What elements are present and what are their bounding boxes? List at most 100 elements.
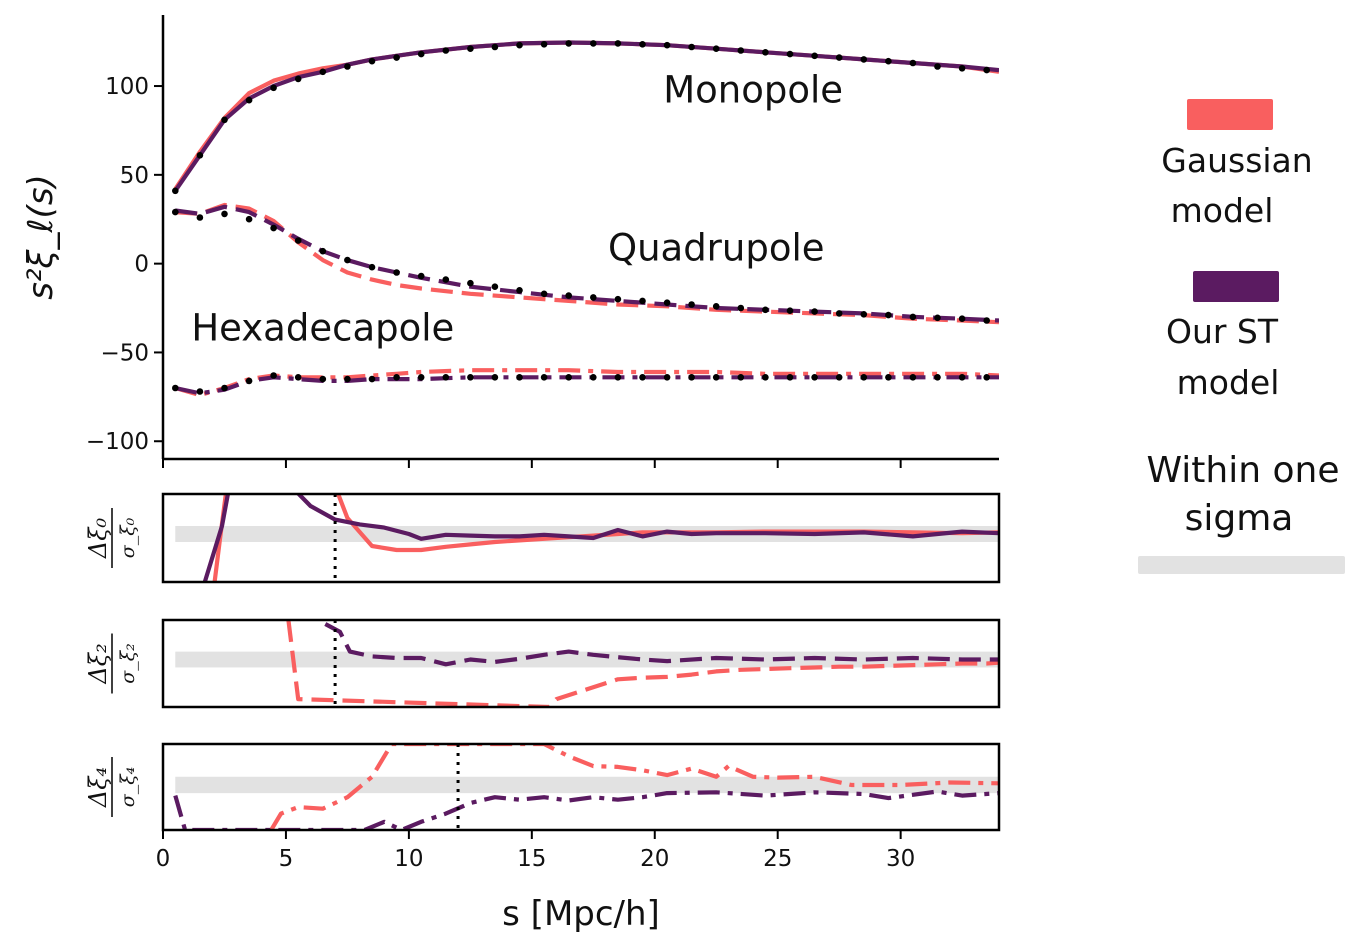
residual-2-sigma-band — [175, 776, 999, 794]
quadrupole-data-point — [540, 290, 548, 298]
hexadecapole-data-point — [885, 374, 892, 381]
monopole-data-point — [565, 40, 572, 47]
monopole-data-point — [958, 65, 966, 72]
monopole-data-point — [540, 41, 548, 48]
hexadecapole-data-point — [614, 374, 622, 381]
monopole-data-point — [270, 84, 277, 92]
hexadecapole-data-point — [590, 374, 597, 381]
legend-label-st: Our ST — [1166, 312, 1279, 351]
monopole-data-point — [885, 57, 892, 65]
quadrupole-data-point — [860, 311, 868, 318]
hexadecapole-data-point — [417, 374, 425, 381]
data-points — [172, 40, 990, 395]
legend-label-st: model — [1177, 363, 1280, 402]
legend-label-band: Within one — [1147, 450, 1340, 491]
hexadecapole-data-point — [344, 375, 351, 383]
residual-2-ylabel-numerator: Δξ₄ — [84, 767, 112, 808]
quadrupole-data-point — [344, 256, 351, 264]
xtick-label: 5 — [279, 846, 294, 872]
monopole-data-point — [934, 63, 941, 70]
quadrupole-data-point — [737, 304, 745, 312]
residual-2-ylabel-denominator: σ_ξ₄ — [117, 767, 139, 808]
quadrupole-data-point — [762, 306, 769, 314]
xlabel: s [Mpc/h] — [502, 894, 660, 934]
quadrupole-data-point — [442, 276, 450, 283]
quadrupole-data-point — [885, 311, 892, 319]
main-ytick-label: 50 — [120, 163, 149, 189]
monopole-annotation: Monopole — [663, 69, 843, 112]
main-ytick-label: −50 — [100, 340, 149, 366]
quadrupole-data-point — [909, 313, 917, 321]
hexadecapole-data-point — [909, 374, 917, 381]
st-dashdot-line — [173, 789, 999, 830]
quadrupole-data-point — [688, 301, 695, 308]
hexadecapole-gaussian-line — [174, 368, 999, 398]
quadrupole-data-point — [172, 208, 179, 216]
hexadecapole-st-line — [174, 375, 999, 396]
hexadecapole-data-point — [811, 374, 818, 381]
xtick-label: 10 — [394, 846, 423, 872]
monopole-data-point — [663, 41, 671, 49]
monopole-data-point — [737, 47, 745, 54]
legend-label-gaussian: model — [1171, 191, 1274, 230]
legend-swatch-st — [1193, 271, 1279, 302]
xtick-label: 20 — [640, 846, 669, 872]
quadrupole-data-point — [393, 269, 400, 276]
monopole-data-point — [344, 63, 351, 70]
hexadecapole-data-point — [294, 374, 302, 381]
monopole-data-point — [614, 40, 622, 47]
hexadecapole-data-point — [319, 375, 327, 383]
quadrupole-gaussian-line — [175, 202, 999, 325]
hexadecapole-data-point — [688, 374, 695, 381]
monopole-data-point — [393, 54, 400, 61]
monopole-st-line — [173, 40, 999, 192]
hexadecapole-data-point — [737, 374, 745, 381]
quadrupole-data-point — [958, 315, 966, 323]
quadrupole-st-line — [175, 204, 999, 323]
monopole-data-point — [294, 75, 302, 83]
quadrupole-annotation: Quadrupole — [608, 227, 825, 270]
monopole-data-point — [712, 45, 720, 52]
residual-0-ylabel-denominator: σ_ξ₀ — [117, 517, 139, 558]
monopole-data-point — [786, 50, 794, 58]
hexadecapole-data-point — [786, 374, 794, 381]
residual-0-ylabel: Δξ₀ σ_ξ₀ — [84, 508, 139, 568]
main-ytick-label: −100 — [86, 429, 149, 455]
residual-0-frame — [161, 492, 1001, 584]
quadrupole-data-point — [417, 272, 425, 280]
quadrupole-data-point — [614, 295, 622, 303]
hexadecapole-annotation: Hexadecapole — [191, 307, 454, 350]
hexadecapole-data-point — [491, 374, 499, 381]
quadrupole-data-point — [811, 308, 818, 315]
hexadecapole-data-point — [270, 372, 277, 379]
legend-label-band: sigma — [1185, 498, 1294, 539]
hexadecapole-data-point — [762, 374, 769, 381]
quadrupole-data-point — [663, 299, 671, 307]
quadrupole-data-point — [983, 317, 990, 324]
hexadecapole-data-point — [934, 374, 941, 381]
hexadecapole-data-point — [172, 384, 179, 392]
monopole-data-point — [909, 59, 917, 67]
quadrupole-data-point — [934, 314, 941, 322]
hexadecapole-data-point — [958, 374, 966, 381]
quadrupole-data-point — [590, 294, 597, 301]
gaussian-dashdot-line — [269, 744, 999, 830]
monopole-gaussian-line — [173, 40, 999, 191]
monopole-data-point — [442, 47, 450, 54]
monopole-data-point — [172, 187, 179, 195]
residual-1-ylabel-numerator: Δξ₂ — [84, 643, 112, 684]
hexadecapole-data-point — [712, 374, 720, 381]
quadrupole-data-point — [565, 292, 572, 299]
monopole-data-point — [221, 116, 228, 124]
legend-swatch-band — [1138, 556, 1345, 574]
residual-2-frame — [161, 742, 1001, 832]
monopole-data-point — [368, 57, 376, 65]
monopole-data-point — [688, 43, 695, 51]
hexadecapole-data-point — [663, 374, 671, 381]
hexadecapole-data-point — [245, 377, 253, 385]
monopole-data-point — [467, 45, 474, 52]
quadrupole-data-point — [221, 210, 228, 218]
hexadecapole-data-point — [639, 374, 646, 381]
